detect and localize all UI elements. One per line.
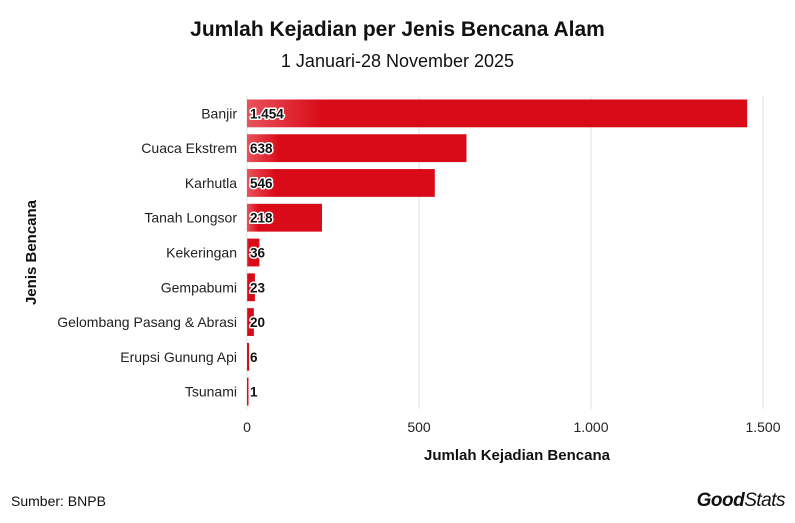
y-tick-label: Cuaca Ekstrem [141, 140, 237, 156]
data-label: 638 [250, 141, 273, 156]
y-tick-label: Tsunami [185, 384, 237, 400]
data-label: 218 [250, 211, 273, 226]
logo-part-good: Good [696, 490, 745, 511]
source-note: Sumber: BNPB [11, 493, 106, 509]
bar [247, 273, 255, 302]
y-tick-label: Karhutla [185, 175, 237, 191]
bar [247, 169, 435, 197]
y-tick-label: Gempabumi [161, 279, 237, 295]
y-tick-label: Tanah Longsor [144, 210, 237, 226]
bar [247, 203, 322, 232]
data-label: 1.454 [250, 106, 284, 121]
data-label: 6 [250, 350, 258, 365]
logo-part-stats: Stats [744, 490, 785, 511]
x-tick-label: 0 [243, 419, 251, 435]
data-label: 23 [250, 280, 266, 295]
y-tick-label: Banjir [201, 105, 237, 121]
x-tick-label: 1.500 [745, 419, 780, 435]
bar [247, 99, 748, 128]
y-tick-label: Kekeringan [166, 245, 237, 261]
chart-subtitle: 1 Januari-28 November 2025 [280, 51, 515, 71]
bar [247, 308, 254, 336]
chart-title: Jumlah Kejadian per Jenis Bencana Alam [190, 18, 605, 41]
x-axis-title: Jumlah Kejadian Bencana [424, 447, 611, 464]
y-tick-label: Erupsi Gunung Api [120, 349, 237, 365]
data-label: 20 [250, 315, 265, 330]
bar [247, 238, 260, 267]
y-axis-title: Jenis Bencana [23, 199, 40, 305]
data-label: 36 [250, 246, 266, 261]
goodstats-logo: GoodStats [696, 490, 786, 512]
x-tick-label: 500 [407, 419, 431, 435]
y-tick-label: Gelombang Pasang & Abrasi [57, 314, 237, 330]
data-label: 1 [250, 385, 258, 400]
bar [247, 342, 250, 371]
bar [247, 134, 467, 163]
data-label: 546 [250, 176, 273, 191]
x-tick-label: 1.000 [573, 419, 608, 435]
bar [247, 377, 249, 406]
